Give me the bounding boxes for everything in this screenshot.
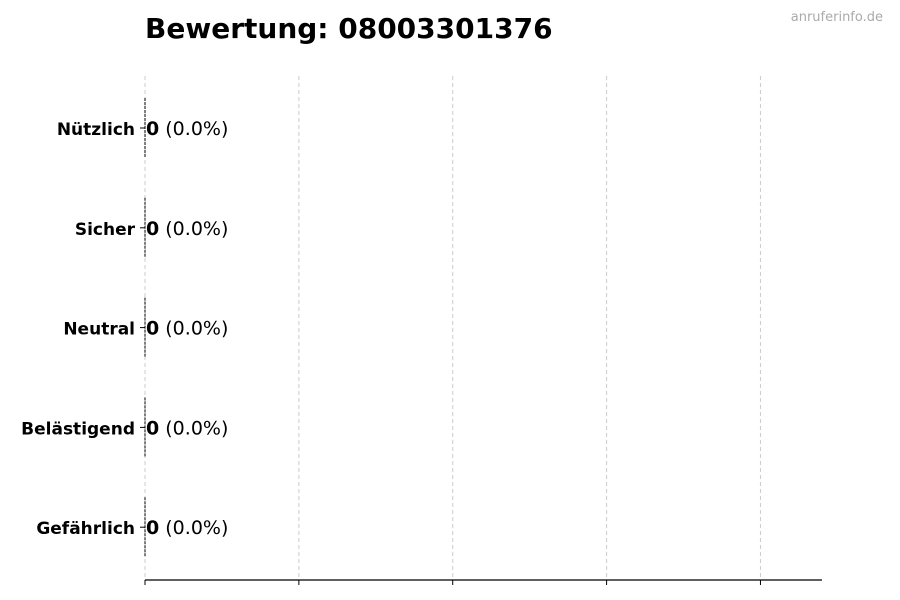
watermark: anruferinfo.de <box>790 10 883 25</box>
value-label: 0 (0.0%) <box>146 218 228 240</box>
value-percent: (0.0%) <box>159 218 228 240</box>
value-percent: (0.0%) <box>159 517 228 539</box>
value-count: 0 <box>146 118 159 140</box>
value-percent: (0.0%) <box>159 118 228 140</box>
value-label: 0 (0.0%) <box>146 517 228 539</box>
value-count: 0 <box>146 517 159 539</box>
category-label: Gefährlich <box>36 519 135 539</box>
value-label: 0 (0.0%) <box>146 318 228 340</box>
value-count: 0 <box>146 218 159 240</box>
value-label: 0 (0.0%) <box>146 417 228 439</box>
chart-title: Bewertung: 08003301376 <box>145 12 553 45</box>
category-label: Nützlich <box>57 120 135 140</box>
value-count: 0 <box>146 417 159 439</box>
value-percent: (0.0%) <box>159 318 228 340</box>
value-count: 0 <box>146 318 159 340</box>
category-label: Belästigend <box>21 419 135 439</box>
category-label: Sicher <box>75 220 136 240</box>
value-label: 0 (0.0%) <box>146 118 228 140</box>
category-label: Neutral <box>63 320 135 340</box>
value-percent: (0.0%) <box>159 417 228 439</box>
